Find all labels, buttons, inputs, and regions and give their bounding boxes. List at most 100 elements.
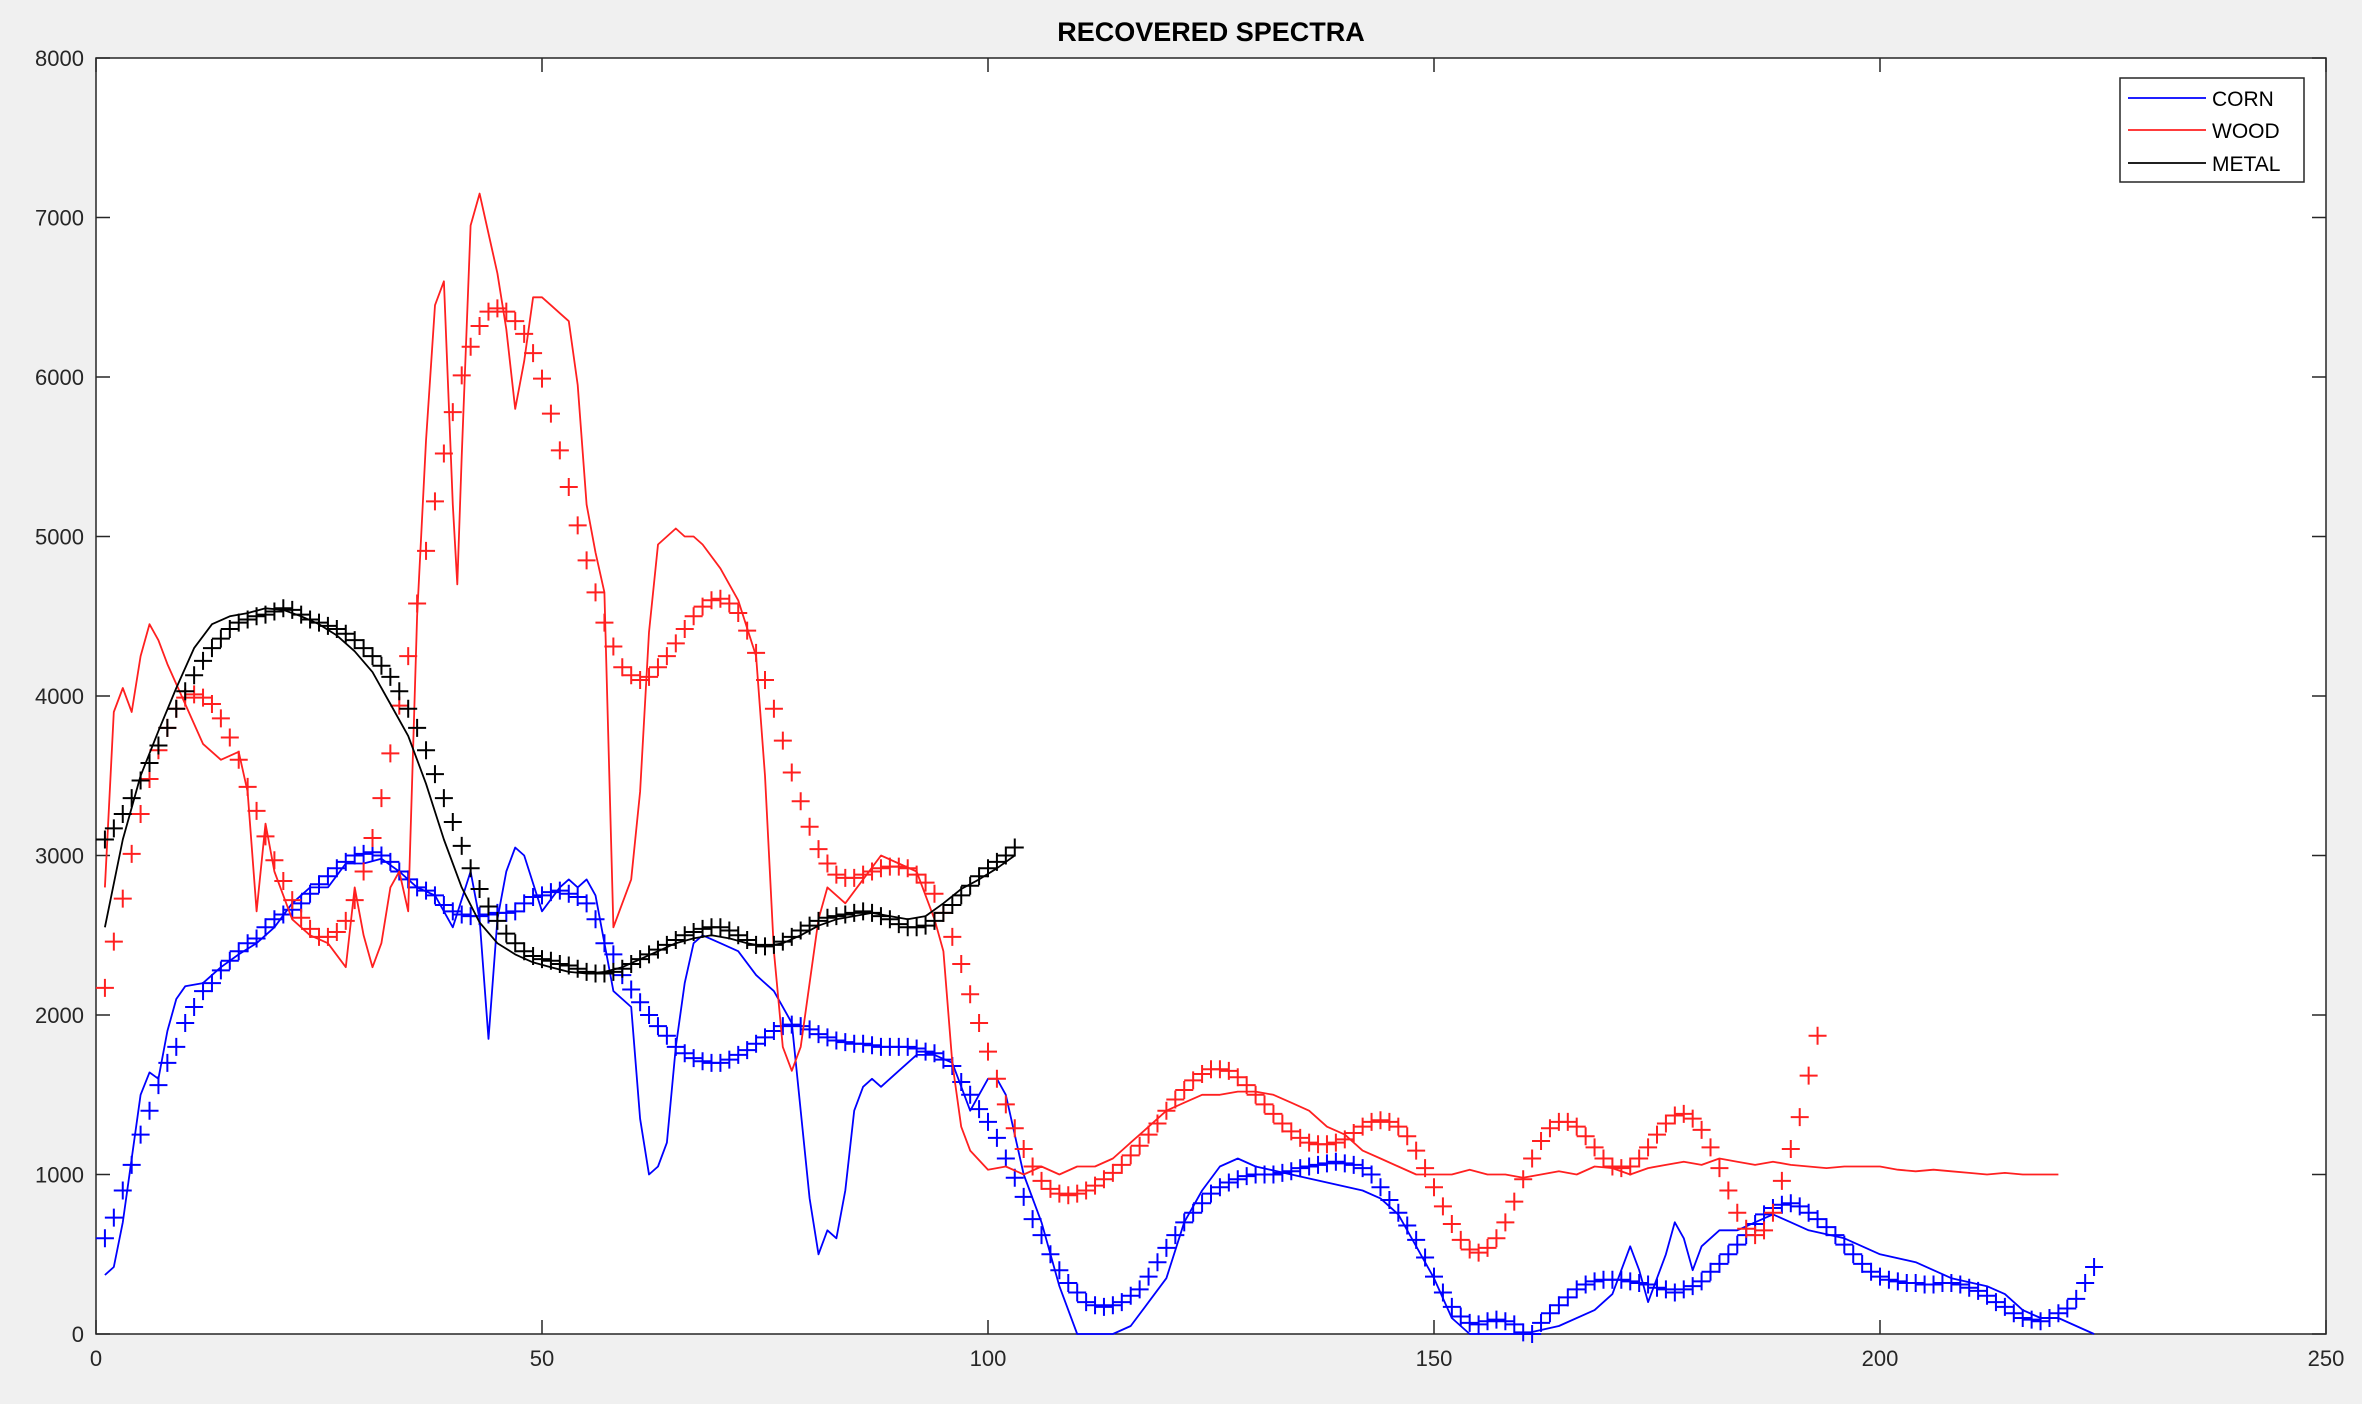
- data-point-corn: [1639, 1275, 1658, 1294]
- data-point-wood: [577, 551, 596, 570]
- data-point-metal: [595, 964, 614, 983]
- data-point-corn: [1478, 1312, 1497, 1331]
- data-point-wood: [1371, 1111, 1390, 1130]
- data-point-corn: [657, 1026, 676, 1045]
- data-point-wood: [943, 927, 962, 946]
- data-point-wood: [1139, 1125, 1158, 1144]
- data-point-wood: [1273, 1114, 1292, 1133]
- data-point-wood: [399, 647, 418, 666]
- data-point-corn: [2067, 1289, 2086, 1308]
- data-point-wood: [1496, 1213, 1515, 1232]
- data-point-corn: [1549, 1296, 1568, 1315]
- y-tick-label: 8000: [35, 46, 84, 71]
- data-point-wood: [863, 862, 882, 881]
- data-point-corn: [2040, 1309, 2059, 1328]
- data-point-corn: [1514, 1323, 1533, 1342]
- data-point-corn: [247, 929, 266, 948]
- data-point-corn: [229, 942, 248, 961]
- data-point-wood: [782, 763, 801, 782]
- data-point-corn: [782, 1015, 801, 1034]
- data-point-metal: [738, 931, 757, 950]
- data-point-wood: [1353, 1117, 1372, 1136]
- data-point-metal: [194, 651, 213, 670]
- data-point-corn: [987, 1128, 1006, 1147]
- data-point-wood: [283, 891, 302, 910]
- data-point-wood: [1523, 1149, 1542, 1168]
- data-point-corn: [104, 1208, 123, 1227]
- data-point-corn: [1924, 1275, 1943, 1294]
- data-point-metal: [809, 911, 828, 930]
- data-point-corn: [2049, 1304, 2068, 1323]
- data-point-corn: [1879, 1270, 1898, 1289]
- data-point-corn: [854, 1034, 873, 1053]
- data-point-corn: [1621, 1272, 1640, 1291]
- data-point-corn: [764, 1021, 783, 1040]
- data-point-wood: [952, 954, 971, 973]
- legend[interactable]: CORN WOOD METAL: [2119, 77, 2305, 183]
- data-point-metal: [488, 911, 507, 930]
- data-point-corn: [1888, 1272, 1907, 1291]
- data-point-corn: [95, 1229, 114, 1248]
- data-point-corn: [1942, 1273, 1961, 1292]
- data-point-wood: [1781, 1139, 1800, 1158]
- data-point-metal: [863, 903, 882, 922]
- data-point-metal: [149, 736, 168, 755]
- x-tick-label: 0: [90, 1346, 102, 1371]
- data-point-metal: [996, 846, 1015, 865]
- data-point-metal: [363, 647, 382, 666]
- data-point-corn: [1407, 1230, 1426, 1249]
- x-tick-label: 100: [970, 1346, 1007, 1371]
- data-point-corn: [1871, 1267, 1889, 1286]
- data-point-wood: [827, 865, 846, 884]
- data-point-wood: [631, 671, 650, 690]
- data-point-wood: [747, 643, 766, 662]
- data-point-metal: [827, 907, 846, 926]
- data-point-corn: [773, 1017, 792, 1036]
- series-line-wood: [104, 192, 2059, 1179]
- data-point-metal: [764, 935, 783, 954]
- data-point-metal: [943, 895, 962, 914]
- data-point-corn: [1683, 1277, 1702, 1296]
- data-point-corn: [1496, 1312, 1515, 1331]
- data-point-wood: [1175, 1080, 1194, 1099]
- data-point-corn: [827, 1031, 846, 1050]
- data-point-wood: [1050, 1184, 1069, 1203]
- data-point-wood: [684, 607, 703, 626]
- data-point-corn: [1041, 1245, 1060, 1264]
- data-point-wood: [800, 817, 819, 836]
- data-point-corn: [898, 1037, 917, 1056]
- data-point-metal: [256, 605, 275, 624]
- data-point-corn: [1853, 1254, 1872, 1273]
- data-point-corn: [176, 1013, 195, 1032]
- data-point-corn: [1317, 1154, 1336, 1173]
- data-point-corn: [194, 982, 213, 1001]
- axis-ticks: 0 50 100 150 200 250 0 1000 2000 3000 4000 5000 6000…: [35, 46, 2344, 1371]
- data-point-corn: [1630, 1273, 1649, 1292]
- data-point-corn: [1505, 1315, 1524, 1334]
- data-point-metal: [176, 682, 195, 701]
- data-point-corn: [2004, 1304, 2023, 1323]
- data-point-metal: [871, 907, 890, 926]
- data-point-wood: [970, 1013, 989, 1032]
- data-point-corn: [1335, 1154, 1354, 1173]
- data-point-metal: [310, 613, 328, 632]
- data-point-wood: [1710, 1159, 1729, 1178]
- data-point-corn: [711, 1053, 730, 1072]
- data-point-corn: [1077, 1293, 1096, 1312]
- data-point-metal: [479, 897, 498, 916]
- legend-label-corn: CORN: [2212, 88, 2274, 111]
- data-point-metal: [274, 599, 293, 618]
- data-point-wood: [1433, 1197, 1452, 1216]
- data-point-corn: [354, 844, 373, 863]
- data-point-metal: [925, 911, 944, 930]
- data-point-wood: [1487, 1229, 1506, 1248]
- data-point-metal: [417, 741, 436, 760]
- y-tick-label: 5000: [35, 525, 84, 550]
- data-point-corn: [541, 883, 560, 902]
- data-point-metal: [229, 613, 248, 632]
- data-point-corn: [1228, 1170, 1247, 1189]
- data-point-corn: [1014, 1187, 1033, 1206]
- data-point-corn: [1951, 1275, 1970, 1294]
- data-point-metal: [550, 954, 569, 973]
- data-point-corn: [533, 886, 551, 905]
